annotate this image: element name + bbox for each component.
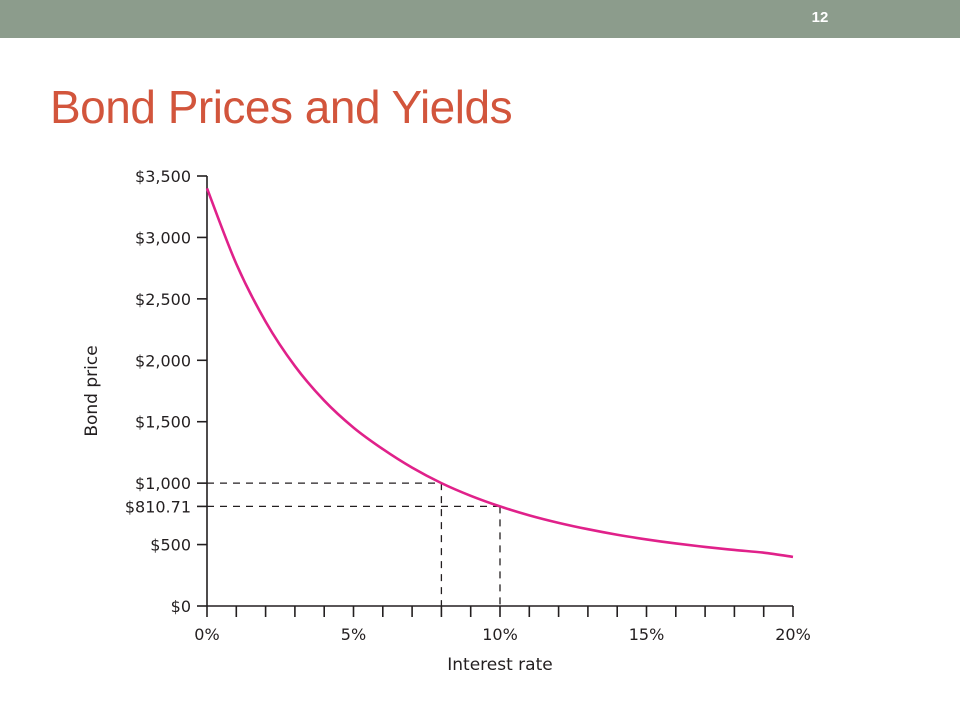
y-tick-label: $3,000 bbox=[135, 228, 191, 247]
x-tick-label: 20% bbox=[775, 625, 811, 644]
axis-ticks: $0 $500 $810.71 $1,000 $1,500 $2,000 $2,500 $3,… bbox=[125, 167, 811, 644]
reference-lines bbox=[207, 482, 501, 606]
y-tick-label: $0 bbox=[171, 597, 191, 616]
y-tick-label: $1,000 bbox=[135, 474, 191, 493]
x-tick-label: 10% bbox=[482, 625, 518, 644]
y-tick-label: $2,500 bbox=[135, 290, 191, 309]
y-tick-label: $1,500 bbox=[135, 413, 191, 432]
x-axis-label: Interest rate bbox=[447, 655, 552, 675]
y-tick-label: $500 bbox=[150, 536, 191, 555]
x-tick-label: 0% bbox=[194, 625, 219, 644]
slide-number: 12 bbox=[811, 9, 829, 26]
y-tick-label: $3,500 bbox=[135, 167, 191, 186]
x-tick-label: 5% bbox=[341, 625, 366, 644]
x-tick-label: 15% bbox=[629, 625, 665, 644]
y-axis-label: Bond price bbox=[82, 345, 102, 436]
bond-price-curve bbox=[205, 187, 794, 559]
top-bar bbox=[0, 0, 960, 38]
slide-title: Bond Prices and Yields bbox=[50, 81, 513, 133]
y-tick-label: $810.71 bbox=[125, 497, 191, 516]
y-tick-label: $2,000 bbox=[135, 351, 191, 370]
